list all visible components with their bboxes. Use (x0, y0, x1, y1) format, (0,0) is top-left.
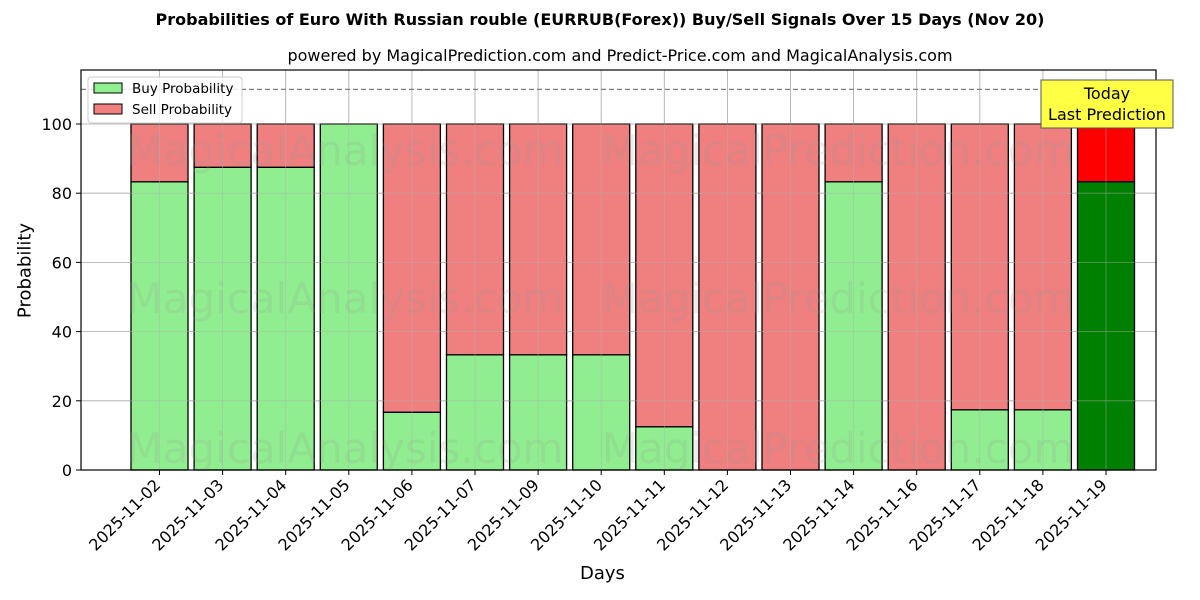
chart-subtitle: powered by MagicalPrediction.com and Pre… (287, 46, 953, 65)
svg-text:MagicalAnalysis.com: MagicalAnalysis.com (127, 274, 564, 323)
svg-text:60: 60 (52, 253, 72, 272)
svg-text:0: 0 (62, 461, 72, 480)
x-axis-label: Days (580, 563, 625, 584)
svg-text:80: 80 (52, 184, 72, 203)
legend: Buy Probability Sell Probability (87, 76, 243, 124)
svg-text:20: 20 (52, 392, 72, 411)
svg-text:Today: Today (1083, 84, 1130, 103)
svg-text:Sell Probability: Sell Probability (132, 102, 232, 118)
y-axis-label: Probability (14, 222, 36, 319)
x-ticks: 2025-11-022025-11-032025-11-042025-11-05… (85, 470, 1111, 555)
watermarks: MagicalAnalysis.com MagicalPrediction.com… (127, 126, 1075, 473)
svg-text:MagicalPrediction.com: MagicalPrediction.com (602, 424, 1075, 473)
svg-text:Last Prediction: Last Prediction (1048, 105, 1166, 124)
y-ticks: 0 20 40 60 80 100 (41, 115, 81, 480)
svg-text:100: 100 (41, 115, 72, 134)
svg-text:40: 40 (52, 323, 72, 342)
svg-text:MagicalAnalysis.com: MagicalAnalysis.com (127, 126, 564, 175)
svg-text:Buy Probability: Buy Probability (132, 81, 233, 97)
svg-text:MagicalPrediction.com: MagicalPrediction.com (602, 126, 1075, 175)
chart-title: Probabilities of Euro With Russian roubl… (155, 10, 1045, 29)
axes-frame (80, 69, 1157, 471)
svg-text:MagicalAnalysis.com: MagicalAnalysis.com (127, 424, 564, 473)
svg-text:MagicalPrediction.com: MagicalPrediction.com (602, 274, 1075, 323)
today-annotation: Today Last Prediction (1040, 79, 1174, 129)
